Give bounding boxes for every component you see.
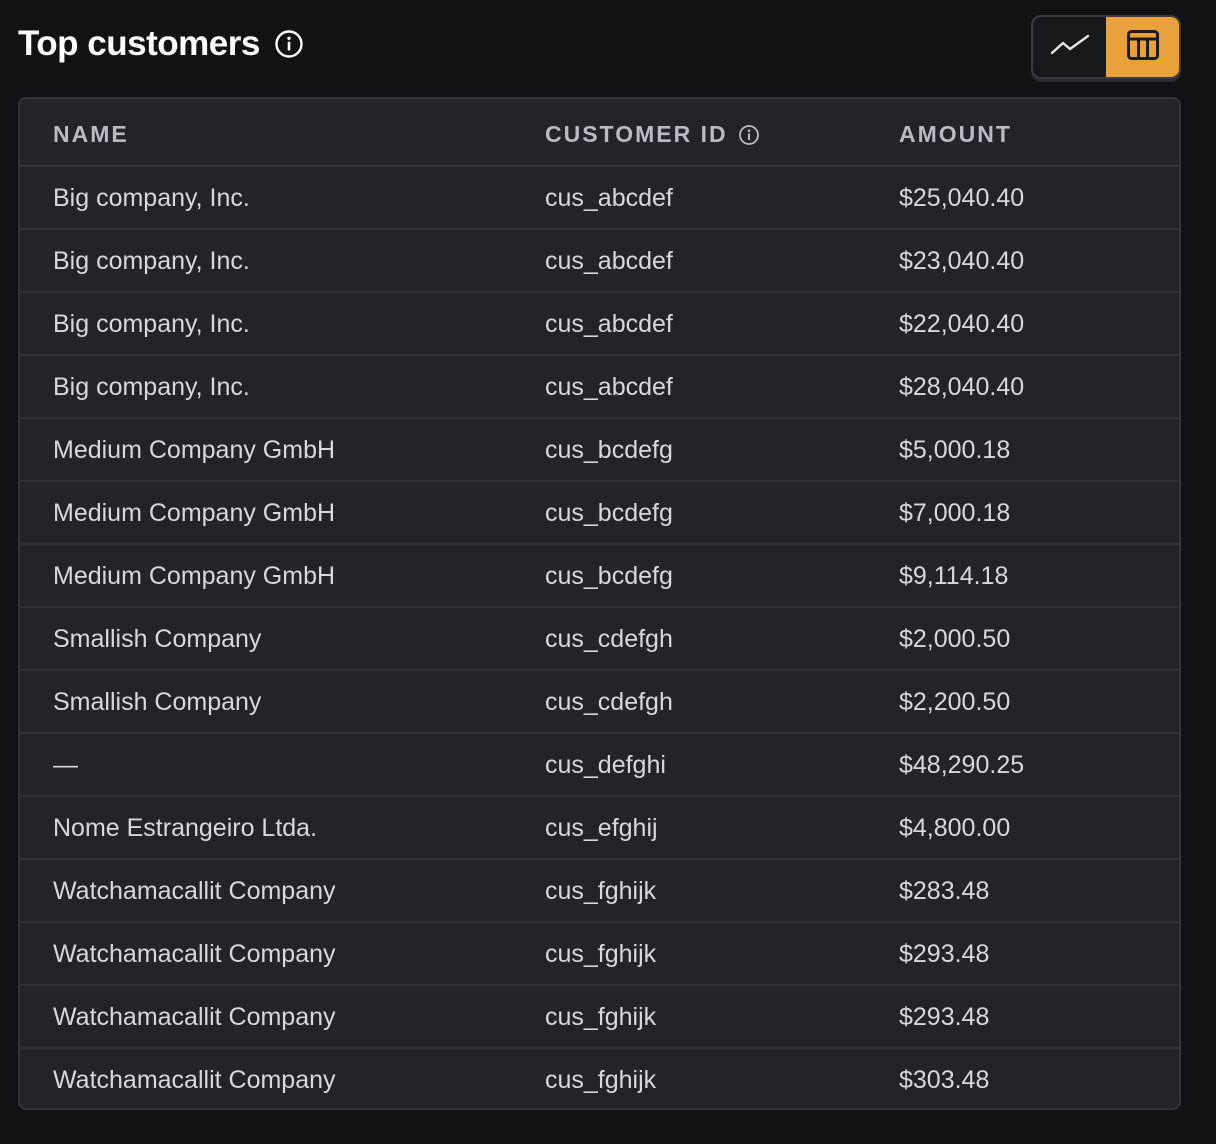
cell-name: Medium Company GmbH xyxy=(53,499,336,527)
cell-amount: $22,040.40 xyxy=(899,310,1025,338)
table-row[interactable]: Big company, Inc. cus_abcdef $28,040.40 xyxy=(20,356,1179,419)
table-row[interactable]: — cus_defghi $48,290.25 xyxy=(20,734,1179,797)
cell-customer-id: cus_fghijk xyxy=(545,1003,657,1031)
cell-amount: $303.48 xyxy=(899,1066,990,1094)
cell-amount: $293.48 xyxy=(899,940,990,968)
cell-name: Watchamacallit Company xyxy=(53,940,336,968)
cell-amount: $7,000.18 xyxy=(899,499,1011,527)
table-row[interactable]: Smallish Company cus_cdefgh $2,000.50 xyxy=(20,608,1179,671)
cell-customer-id: cus_bcdefg xyxy=(545,436,673,464)
cell-name: Medium Company GmbH xyxy=(53,562,336,590)
cell-name: Big company, Inc. xyxy=(53,247,250,275)
cell-name: Big company, Inc. xyxy=(53,373,250,401)
table-row[interactable]: Watchamacallit Company cus_fghijk $283.48 xyxy=(20,860,1179,923)
line-chart-icon xyxy=(1050,33,1090,62)
cell-name: Big company, Inc. xyxy=(53,184,250,212)
cell-amount: $25,040.40 xyxy=(899,184,1025,212)
cell-amount: $283.48 xyxy=(899,877,990,905)
cell-amount: $293.48 xyxy=(899,1003,990,1031)
cell-customer-id: cus_abcdef xyxy=(545,247,673,275)
cell-customer-id: cus_defghi xyxy=(545,751,666,779)
column-header-customer-id[interactable]: CUSTOMER ID xyxy=(545,121,760,148)
cell-name: — xyxy=(53,751,78,779)
cell-customer-id: cus_abcdef xyxy=(545,310,673,338)
table-view-button[interactable] xyxy=(1106,17,1179,77)
customers-table: NAME CUSTOMER ID AMOUNT Big company, Inc… xyxy=(18,97,1181,1110)
cell-name: Watchamacallit Company xyxy=(53,877,336,905)
table-header: NAME CUSTOMER ID AMOUNT xyxy=(20,99,1179,167)
table-row[interactable]: Watchamacallit Company cus_fghijk $303.48 xyxy=(20,1049,1179,1108)
cell-name: Nome Estrangeiro Ltda. xyxy=(53,814,318,842)
cell-amount: $2,200.50 xyxy=(899,688,1011,716)
info-circle-icon[interactable] xyxy=(274,29,304,59)
column-header-customer-id-label: CUSTOMER ID xyxy=(545,121,728,147)
cell-name: Smallish Company xyxy=(53,688,262,716)
cell-customer-id: cus_fghijk xyxy=(545,940,657,968)
cell-amount: $23,040.40 xyxy=(899,247,1025,275)
cell-name: Smallish Company xyxy=(53,625,262,653)
table-row[interactable]: Medium Company GmbH cus_bcdefg $7,000.18 xyxy=(20,482,1179,545)
table-row[interactable]: Medium Company GmbH cus_bcdefg $9,114.18 xyxy=(20,545,1179,608)
chart-view-button[interactable] xyxy=(1033,17,1106,77)
cell-customer-id: cus_bcdefg xyxy=(545,562,673,590)
table-row[interactable]: Watchamacallit Company cus_fghijk $293.48 xyxy=(20,923,1179,986)
table-row[interactable]: Nome Estrangeiro Ltda. cus_efghij $4,800.0… xyxy=(20,797,1179,860)
cell-customer-id: cus_bcdefg xyxy=(545,499,673,527)
table-row[interactable]: Big company, Inc. cus_abcdef $23,040.40 xyxy=(20,230,1179,293)
table-row[interactable]: Big company, Inc. cus_abcdef $25,040.40 xyxy=(20,167,1179,230)
table-body: Big company, Inc. cus_abcdef $25,040.40 Big… xyxy=(20,167,1179,1108)
cell-amount: $28,040.40 xyxy=(899,373,1025,401)
table-row[interactable]: Medium Company GmbH cus_bcdefg $5,000.18 xyxy=(20,419,1179,482)
cell-customer-id: cus_fghijk xyxy=(545,877,657,905)
table-row[interactable]: Big company, Inc. cus_abcdef $22,040.40 xyxy=(20,293,1179,356)
cell-customer-id: cus_fghijk xyxy=(545,1066,657,1094)
column-header-amount[interactable]: AMOUNT xyxy=(899,121,1012,147)
cell-amount: $48,290.25 xyxy=(899,751,1025,779)
cell-amount: $4,800.00 xyxy=(899,814,1011,842)
table-row[interactable]: Watchamacallit Company cus_fghijk $293.48 xyxy=(20,986,1179,1049)
widget-header: Top customers xyxy=(18,22,304,66)
cell-customer-id: cus_abcdef xyxy=(545,184,673,212)
cell-customer-id: cus_cdefgh xyxy=(545,625,673,653)
cell-customer-id: cus_efghij xyxy=(545,814,658,842)
widget-title: Top customers xyxy=(18,24,260,63)
column-header-name[interactable]: NAME xyxy=(53,121,129,147)
cell-name: Watchamacallit Company xyxy=(53,1003,336,1031)
cell-amount: $9,114.18 xyxy=(899,562,1009,590)
table-row[interactable]: Smallish Company cus_cdefgh $2,200.50 xyxy=(20,671,1179,734)
cell-amount: $2,000.50 xyxy=(899,625,1011,653)
cell-amount: $5,000.18 xyxy=(899,436,1011,464)
cell-customer-id: cus_cdefgh xyxy=(545,688,673,716)
cell-customer-id: cus_abcdef xyxy=(545,373,673,401)
info-circle-icon[interactable] xyxy=(738,124,760,146)
cell-name: Big company, Inc. xyxy=(53,310,250,338)
cell-name: Watchamacallit Company xyxy=(53,1066,336,1094)
cell-name: Medium Company GmbH xyxy=(53,436,336,464)
view-toggle xyxy=(1031,15,1181,79)
table-icon xyxy=(1126,29,1160,66)
